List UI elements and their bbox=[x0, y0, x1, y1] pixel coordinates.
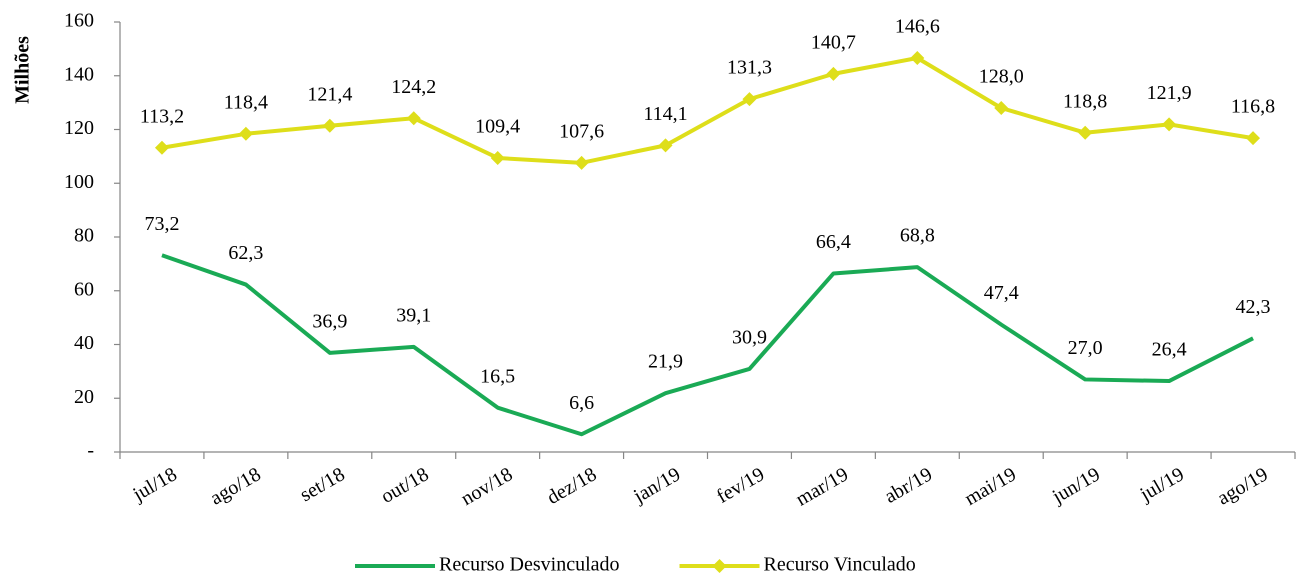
data-label: 42,3 bbox=[1236, 296, 1271, 318]
x-tick-label: set/18 bbox=[296, 463, 348, 506]
y-tick-label: 120 bbox=[64, 117, 94, 139]
x-tick-label: mar/19 bbox=[792, 463, 852, 510]
point-marker bbox=[658, 138, 673, 153]
x-tick-label: out/18 bbox=[377, 463, 432, 508]
y-tick-label: 80 bbox=[74, 225, 94, 247]
y-tick-label: 40 bbox=[74, 332, 94, 354]
x-tick-label: jun/19 bbox=[1048, 463, 1104, 508]
y-tick-label: 160 bbox=[64, 10, 94, 32]
data-label: 140,7 bbox=[811, 31, 856, 53]
point-marker bbox=[910, 51, 925, 66]
point-marker bbox=[490, 150, 505, 165]
data-label: 114,1 bbox=[643, 103, 687, 125]
x-tick-label: jul/19 bbox=[1136, 463, 1188, 506]
y-tick-label: 140 bbox=[64, 63, 94, 85]
x-tick-label: mai/19 bbox=[961, 463, 1020, 510]
data-label: 116,8 bbox=[1231, 96, 1275, 118]
y-tick-label: - bbox=[87, 440, 94, 462]
series-line bbox=[161, 253, 1254, 437]
y-tick-label: 20 bbox=[74, 386, 94, 408]
x-tick-label: dez/18 bbox=[543, 463, 600, 509]
point-marker bbox=[1078, 125, 1093, 140]
point-marker bbox=[322, 118, 337, 133]
data-label: 6,6 bbox=[569, 392, 594, 414]
point-marker bbox=[154, 140, 169, 155]
legend-label: Recurso Vinculado bbox=[764, 554, 916, 576]
point-marker bbox=[574, 155, 589, 170]
x-tick-label: ago/19 bbox=[1214, 463, 1272, 509]
x-tick-label: abr/19 bbox=[881, 463, 936, 508]
data-label: 118,4 bbox=[224, 91, 268, 113]
data-label: 68,8 bbox=[900, 225, 935, 247]
data-label: 131,3 bbox=[727, 57, 772, 79]
data-label: 26,4 bbox=[1152, 339, 1187, 361]
series-line bbox=[161, 56, 1254, 165]
x-tick-label: fev/19 bbox=[713, 463, 768, 508]
data-label: 47,4 bbox=[984, 282, 1019, 304]
x-tick-label: ago/18 bbox=[207, 463, 265, 509]
data-label: 109,4 bbox=[475, 116, 520, 138]
data-label: 27,0 bbox=[1068, 337, 1103, 359]
x-tick-label: jul/18 bbox=[128, 463, 180, 506]
data-label: 73,2 bbox=[144, 213, 179, 235]
point-marker bbox=[1162, 117, 1177, 132]
data-label: 121,4 bbox=[307, 83, 352, 105]
point-marker bbox=[994, 101, 1009, 115]
data-label: 121,9 bbox=[1147, 82, 1192, 104]
data-label: 36,9 bbox=[312, 310, 347, 332]
point-marker bbox=[826, 66, 841, 81]
point-marker bbox=[238, 126, 253, 141]
data-label: 21,9 bbox=[648, 351, 683, 373]
x-tick-label: nov/18 bbox=[457, 463, 516, 510]
data-label: 66,4 bbox=[816, 231, 851, 253]
legend-label: Recurso Desvinculado bbox=[439, 554, 620, 576]
data-label: 39,1 bbox=[396, 305, 431, 327]
data-label: 30,9 bbox=[732, 327, 767, 349]
data-label: 118,8 bbox=[1063, 90, 1107, 112]
data-label: 62,3 bbox=[228, 242, 263, 264]
data-label: 113,2 bbox=[140, 105, 184, 127]
y-tick-label: 60 bbox=[74, 278, 94, 300]
x-tick-label: jan/19 bbox=[629, 463, 684, 508]
legend-marker bbox=[712, 559, 727, 573]
data-label: 16,5 bbox=[480, 365, 515, 387]
point-marker bbox=[406, 111, 421, 126]
y-tick-label: 100 bbox=[64, 171, 94, 193]
data-label: 124,2 bbox=[391, 76, 436, 98]
data-label: 107,6 bbox=[559, 120, 604, 142]
data-label: 128,0 bbox=[979, 66, 1024, 88]
point-marker bbox=[742, 92, 757, 107]
data-label: 146,6 bbox=[895, 16, 940, 38]
y-axis-title: Milhões bbox=[12, 36, 34, 104]
point-marker bbox=[1246, 131, 1261, 146]
